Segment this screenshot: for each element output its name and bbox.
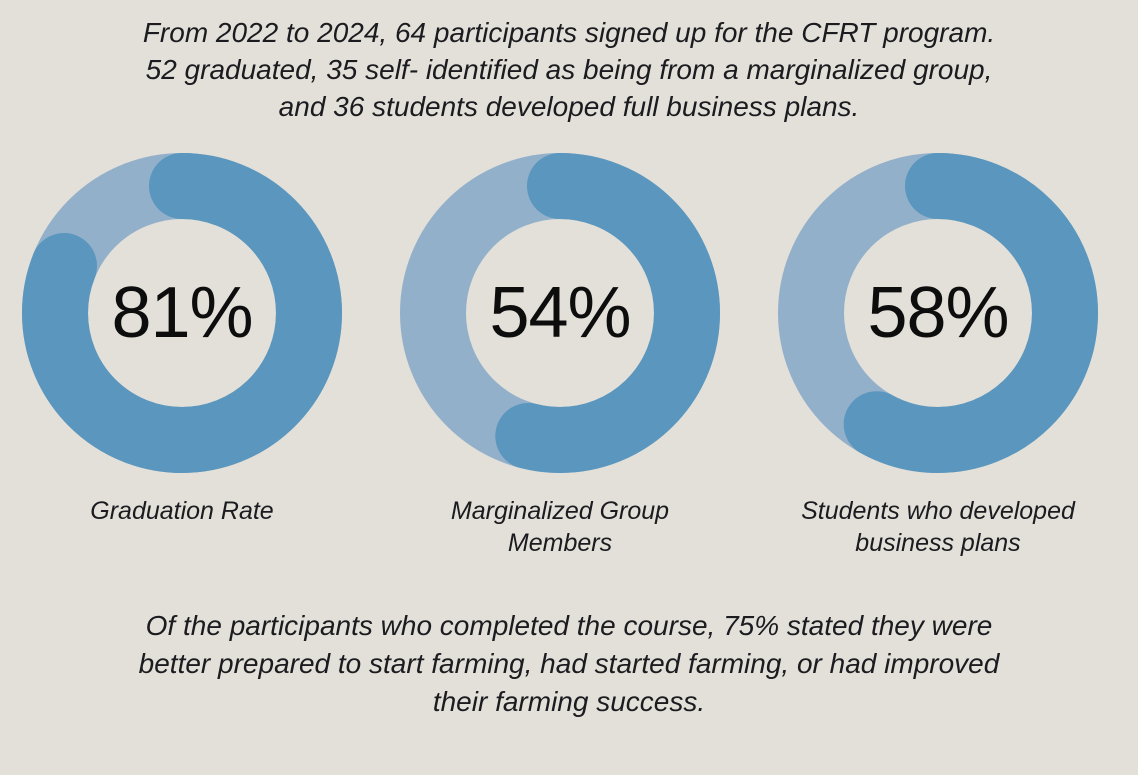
donut-value-arc	[778, 153, 1098, 473]
donut-ring-marginalized-group: 54%	[400, 153, 720, 473]
header-summary-text: From 2022 to 2024, 64 participants signe…	[142, 17, 996, 122]
donut-svg	[778, 153, 1098, 473]
footer-outcome-text: Of the participants who completed the co…	[138, 610, 1000, 717]
donut-percent-value: 54%	[489, 273, 631, 353]
donut-chart-business-plans: 58% Students who developed business plan…	[778, 153, 1098, 559]
donut-caption: Students who developed business plans	[801, 497, 1075, 557]
donut-ring-business-plans: 58%	[778, 153, 1098, 473]
donut-percent-value: 81%	[111, 273, 253, 353]
donut-chart-marginalized-group: 54% Marginalized Group Members	[400, 153, 720, 559]
donut-ring-graduation-rate: 81%	[22, 153, 342, 473]
donut-value-arc	[400, 153, 720, 473]
donut-chart-graduation-rate: 81% Graduation Rate	[22, 153, 342, 559]
donut-caption: Graduation Rate	[90, 497, 274, 525]
donut-charts-row: 81% Graduation Rate 54% Marginalized Gro…	[0, 153, 1138, 559]
donut-svg	[22, 153, 342, 473]
donut-caption: Marginalized Group Members	[450, 497, 670, 557]
donut-percent-value: 58%	[867, 273, 1009, 353]
donut-svg	[400, 153, 720, 473]
donut-value-arc	[22, 153, 342, 473]
